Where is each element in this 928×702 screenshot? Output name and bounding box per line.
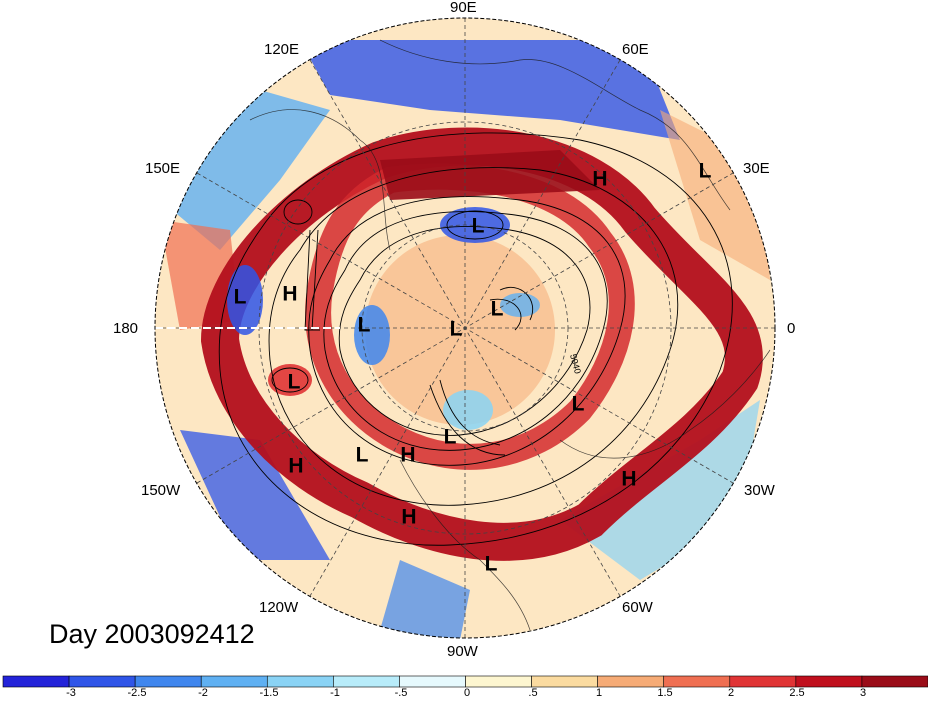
coastlines [249,39,771,631]
colorbar-box [597,675,665,688]
colorbar-tick: 0 [463,687,471,699]
lon-label-0: 0 [787,320,796,337]
colorbar-tick: 1.5 [657,687,673,699]
lon-label-30w: 30W [744,482,775,499]
colorbar-box [266,675,334,688]
low-pressure-label: L [358,314,371,337]
high-pressure-label: H [401,506,416,529]
lon-label-60w: 60W [622,599,653,616]
colorbar-tick: 3 [859,687,867,699]
colorbar-tick: 2.5 [789,687,805,699]
lon-label-90w: 90W [447,643,478,660]
lon-label-150e: 150E [145,160,181,177]
low-pressure-label: L [572,393,585,416]
low-pressure-label: L [234,286,247,309]
colorbar-box [861,675,928,688]
colorbar-tick: -3 [66,687,76,699]
lon-label-150w: 150W [141,482,181,499]
low-pressure-label: L [699,160,712,183]
lon-label-30e: 30E [743,160,770,177]
high-pressure-label: H [282,283,297,306]
low-pressure-label: L [356,444,369,467]
colorbar-box [134,675,202,688]
low-pressure-label: L [450,318,463,341]
colorbar-box [333,675,400,688]
colorbar-tick: -1.5 [259,687,279,699]
colorbar-tick: -2.5 [127,687,147,699]
colorbar-box [399,675,466,688]
low-pressure-label: L [288,371,301,394]
lon-label-180: 180 [113,320,139,337]
map-border [154,17,776,639]
colorbar-tick: 1 [595,687,603,699]
high-pressure-label: H [592,168,607,191]
colorbar-box [795,675,863,688]
colorbar-tick: -1 [330,687,340,699]
lon-label-60e: 60E [622,41,649,58]
pressure-centers: H L L L L L H L L L L H L H H H L [234,160,712,576]
low-pressure-label: L [472,215,485,238]
lon-label-120w: 120W [259,599,299,616]
high-pressure-label: H [621,468,636,491]
high-pressure-label: H [288,455,303,478]
map-disc [155,18,775,638]
colorbar-tick: -.5 [394,687,408,699]
colorbar-tick: .5 [528,687,538,699]
colorbar-box [68,675,136,688]
low-pressure-label: L [485,553,498,576]
colorbar-box [200,675,268,688]
colorbar-box [531,675,598,688]
low-pressure-label: L [491,298,504,321]
lon-label-90e: 90E [450,0,477,16]
lon-label-120e: 120E [264,41,300,58]
day-label: Day 2003092412 [49,619,255,649]
colorbar-box [663,675,731,688]
colorbar-box [729,675,797,688]
colorbar-box [465,675,532,688]
colorbar-box [2,675,70,688]
colorbar-boxes [2,675,928,688]
contour-lines [218,132,733,546]
high-pressure-label: H [400,444,415,467]
low-pressure-label: L [444,426,457,449]
colorbar-tick: -2 [198,687,208,699]
colorbar-tick: 2 [727,687,735,699]
